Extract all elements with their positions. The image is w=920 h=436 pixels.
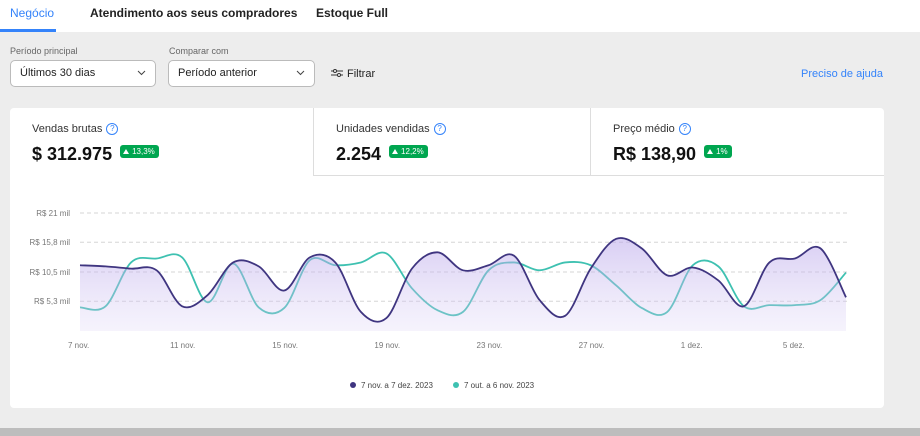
- select-value: Período anterior: [178, 67, 257, 79]
- kpi-value: R$ 138,90: [613, 144, 697, 164]
- help-link[interactable]: Preciso de ajuda: [801, 68, 883, 80]
- kpi-label: Vendas brutas?: [32, 123, 119, 135]
- legend-dot: [350, 382, 356, 388]
- help-icon: ?: [106, 123, 119, 135]
- legend-dot: [453, 382, 459, 388]
- x-tick-label: 19 nov.: [374, 341, 400, 350]
- chevron: [296, 70, 305, 76]
- y-tick-label: R$ 10,5 mil: [30, 268, 71, 277]
- help-icon: ?: [678, 123, 691, 135]
- y-tick-label: R$ 21 mil: [36, 209, 70, 218]
- kpi-value: $ 312.975: [32, 144, 113, 164]
- up-arrow: [123, 149, 130, 154]
- tab-underline: [0, 29, 56, 32]
- filter-icon: [331, 69, 343, 77]
- tab[interactable]: Atendimento aos seus compradores: [90, 6, 298, 20]
- up-arrow: [392, 149, 399, 154]
- kpi-tab[interactable]: Vendas brutas? $ 312.975 13,3%: [10, 108, 313, 176]
- filter-label: Comparar com: [169, 46, 229, 56]
- help-icon: ?: [433, 123, 446, 135]
- kpi-change: 13,3%: [132, 147, 155, 156]
- period-select[interactable]: Últimos 30 dias: [10, 60, 156, 87]
- kpi-change: 12,2%: [401, 147, 424, 156]
- kpi-value: 2.254: [336, 144, 382, 164]
- kpi-label-text: Unidades vendidas: [336, 123, 430, 135]
- kpi-tab[interactable]: Unidades vendidas? 2.254 12,2%: [313, 108, 590, 176]
- select-value: Últimos 30 dias: [20, 67, 96, 79]
- compare-select[interactable]: Período anterior: [168, 60, 315, 87]
- kpi-badge: 1%: [704, 145, 732, 158]
- kpi-label: Preço médio?: [613, 123, 691, 135]
- area: [80, 237, 846, 331]
- up-arrow: [707, 149, 714, 154]
- tab[interactable]: Estoque Full: [316, 6, 388, 20]
- x-tick-label: 5 dez.: [783, 341, 805, 350]
- filter-label: Período principal: [10, 46, 78, 56]
- kpi-label-text: Preço médio: [613, 123, 675, 135]
- kpi-badge: 13,3%: [120, 145, 159, 158]
- legend-label: 7 nov. a 7 dez. 2023: [361, 381, 433, 390]
- x-tick-label: 27 nov.: [579, 341, 605, 350]
- x-tick-label: 1 dez.: [681, 341, 703, 350]
- bottom-bar: [0, 428, 920, 436]
- x-tick-label: 15 nov.: [272, 341, 298, 350]
- chevron: [137, 70, 146, 76]
- kpi-change: 1%: [716, 147, 728, 156]
- filter-text: Filtrar: [347, 68, 376, 80]
- y-tick-label: R$ 15,8 mil: [30, 238, 71, 247]
- filter-button[interactable]: Filtrar: [331, 68, 375, 80]
- tab-bar: Negócio Atendimento aos seus compradores…: [0, 0, 920, 32]
- x-tick-label: 7 nov.: [68, 341, 89, 350]
- kpi-tab[interactable]: Preço médio? R$ 138,90 1%: [590, 108, 884, 176]
- line: [79, 237, 847, 323]
- legend-label: 7 out. a 6 nov. 2023: [464, 381, 535, 390]
- x-tick-label: 23 nov.: [477, 341, 503, 350]
- kpi-badge: 12,2%: [389, 145, 428, 158]
- x-tick-label: 11 nov.: [170, 341, 195, 350]
- y-tick-label: R$ 5,3 mil: [34, 297, 70, 306]
- kpi-label: Unidades vendidas?: [336, 123, 446, 135]
- tab[interactable]: Negócio: [10, 6, 55, 20]
- kpi-label-text: Vendas brutas: [32, 123, 103, 135]
